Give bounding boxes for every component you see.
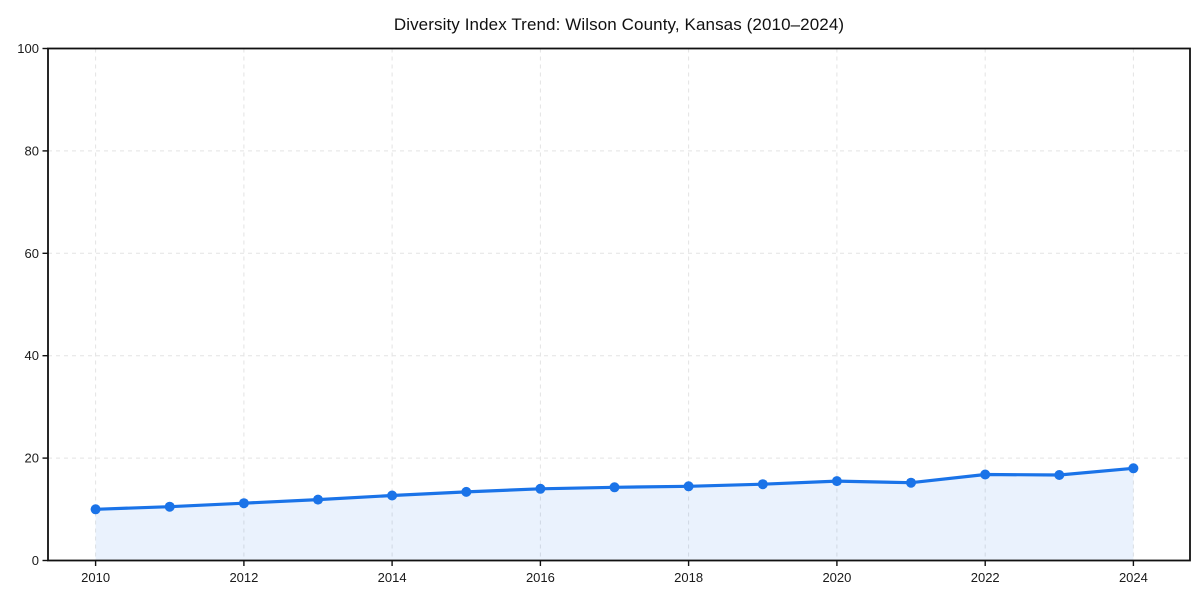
x-axis-tick-label: 2020 [822,570,851,585]
x-axis-tick-label: 2024 [1119,570,1148,585]
data-point [757,479,768,490]
data-point [1128,463,1139,474]
x-axis-tick-label: 2016 [526,570,555,585]
axis-frame [47,47,1191,562]
data-point [387,490,398,501]
x-axis-tick-label: 2018 [674,570,703,585]
data-point [461,486,472,497]
x-axis-tick-label: 2014 [378,570,407,585]
y-axis-tick-label: 60 [25,246,39,261]
data-point [164,501,175,512]
chart-title: Diversity Index Trend: Wilson County, Ka… [393,15,845,34]
y-axis-tick-label: 80 [25,143,39,158]
y-axis-tick-label: 40 [25,348,39,363]
x-axis-tick-label: 2022 [971,570,1000,585]
data-point [609,482,620,493]
y-axis-tick-label: 0 [32,553,39,568]
data-point [683,481,694,492]
x-axis-tick-label: 2010 [81,570,110,585]
data-point [980,469,991,480]
data-point [1054,470,1065,480]
x-axis-tick-label: 2012 [229,570,258,585]
area-fill [95,468,1134,561]
data-point [90,504,101,515]
data-point [238,498,249,509]
data-point [831,476,842,487]
data-point [313,494,323,505]
data-point [535,483,546,494]
y-axis-tick-label: 100 [17,41,39,56]
data-point [906,477,916,488]
y-axis-tick-label: 20 [25,451,39,466]
